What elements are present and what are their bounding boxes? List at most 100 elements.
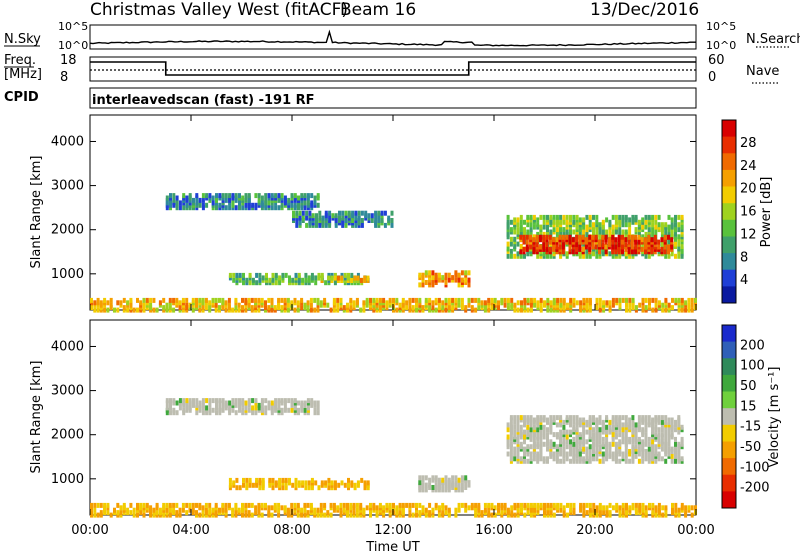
heatmap-cell: [552, 451, 556, 457]
colorbar-swatch: [722, 120, 736, 138]
heatmap-cell: [525, 239, 529, 245]
heatmap-cell: [624, 434, 628, 440]
heatmap-cell: [614, 441, 618, 447]
heatmap-cell: [231, 307, 235, 313]
heatmap-cell: [641, 453, 645, 459]
heatmap-cell: [543, 502, 546, 508]
heatmap-cell: [310, 200, 314, 206]
heatmap-cell: [418, 475, 422, 481]
heatmap-cell: [214, 297, 218, 303]
heatmap-cell: [261, 477, 265, 483]
heatmap-cell: [539, 415, 543, 421]
heatmap-cell: [631, 297, 635, 303]
heatmap-cell: [304, 272, 308, 278]
heatmap-cell: [575, 234, 579, 240]
heatmap-cell: [690, 302, 694, 308]
heatmap-cell: [132, 512, 136, 518]
heatmap-cell: [611, 214, 615, 220]
heatmap-cell: [247, 407, 251, 413]
heatmap-cell: [277, 512, 281, 518]
heatmap-cell: [559, 219, 563, 225]
heatmap-cell: [116, 502, 120, 508]
heatmap-cell: [611, 297, 615, 303]
heatmap-cell: [241, 297, 244, 303]
heatmap-cell: [460, 502, 464, 508]
heatmap-cell: [428, 510, 432, 516]
heatmap-cell: [355, 507, 359, 513]
heatmap-cell: [126, 507, 130, 513]
heatmap-cell: [690, 505, 694, 511]
heatmap-cell: [182, 193, 186, 199]
heatmap-cell: [559, 415, 563, 421]
heatmap-cell: [582, 456, 586, 462]
heatmap-cell: [451, 475, 455, 481]
heatmap-cell: [332, 297, 336, 303]
heatmap-cell: [519, 234, 523, 240]
heatmap-cell: [191, 297, 195, 303]
heatmap-cell: [529, 456, 533, 462]
heatmap-cell: [500, 510, 504, 516]
heatmap-cell: [214, 302, 218, 308]
heatmap-cell: [247, 398, 251, 404]
heatmap-cell: [437, 305, 441, 311]
colorbar-tick-label: 24: [740, 159, 757, 174]
heatmap-cell: [185, 510, 189, 516]
heatmap-cell: [556, 297, 560, 303]
heatmap-cell: [618, 214, 622, 220]
heatmap-cell: [605, 229, 609, 235]
heatmap-cell: [319, 507, 323, 513]
heatmap-cell: [674, 441, 677, 447]
heatmap-cell: [267, 510, 271, 516]
heatmap-cell: [585, 439, 589, 445]
heatmap-cell: [228, 477, 232, 483]
noise-panel: N.Sky 10^5 10^0 10^5 10^0 N.Search: [4, 20, 800, 52]
heatmap-cell: [555, 227, 559, 233]
heatmap-cell: [680, 297, 684, 303]
colorbar-swatch: [722, 136, 736, 154]
freq-panel: Freq. [MHz] 18 8 60 0 Nave: [4, 53, 779, 85]
heatmap-cell: [254, 505, 258, 511]
heatmap-cell: [605, 505, 609, 511]
heatmap-cell: [630, 249, 634, 255]
heatmap-cell: [333, 275, 337, 281]
heatmap-cell: [572, 424, 576, 430]
heatmap-cell: [644, 510, 648, 516]
heatmap-cell: [294, 272, 298, 278]
heatmap-cell: [684, 300, 688, 306]
heatmap-cell: [529, 234, 533, 240]
heatmap-cell: [598, 444, 602, 450]
freq-trace: [90, 61, 696, 76]
heatmap-cell: [287, 197, 291, 203]
colorbar-tick-label: 8: [740, 250, 748, 265]
heatmap-cell: [242, 272, 245, 278]
heatmap-cell: [594, 234, 598, 240]
heatmap-cell: [575, 451, 579, 457]
heatmap-cell: [218, 297, 221, 303]
heatmap-cell: [653, 234, 657, 240]
heatmap-cell: [306, 502, 310, 508]
heatmap-cell: [608, 305, 612, 311]
heatmap-cell: [136, 297, 139, 303]
heatmap-cell: [454, 277, 458, 283]
heatmap-cell: [546, 432, 549, 438]
heatmap-cell: [270, 205, 274, 211]
heatmap-cell: [109, 512, 113, 518]
heatmap-cell: [651, 214, 655, 220]
heatmap-cell: [305, 210, 309, 216]
heatmap-cell: [601, 458, 605, 464]
heatmap-cell: [244, 197, 248, 203]
heatmap-cell: [353, 482, 357, 488]
y-tick-label: 3000: [51, 384, 84, 399]
heatmap-cell: [245, 477, 249, 483]
heatmap-cell: [601, 419, 605, 425]
heatmap-cell: [457, 297, 461, 303]
heatmap-cell: [344, 218, 348, 223]
heatmap-cell: [224, 300, 228, 306]
heatmap-cell: [175, 195, 179, 201]
heatmap-cell: [309, 302, 313, 308]
colorbar-swatch: [722, 253, 736, 271]
heatmap-cell: [670, 422, 674, 428]
heatmap-cell: [168, 297, 172, 303]
heatmap-cell: [625, 502, 628, 508]
